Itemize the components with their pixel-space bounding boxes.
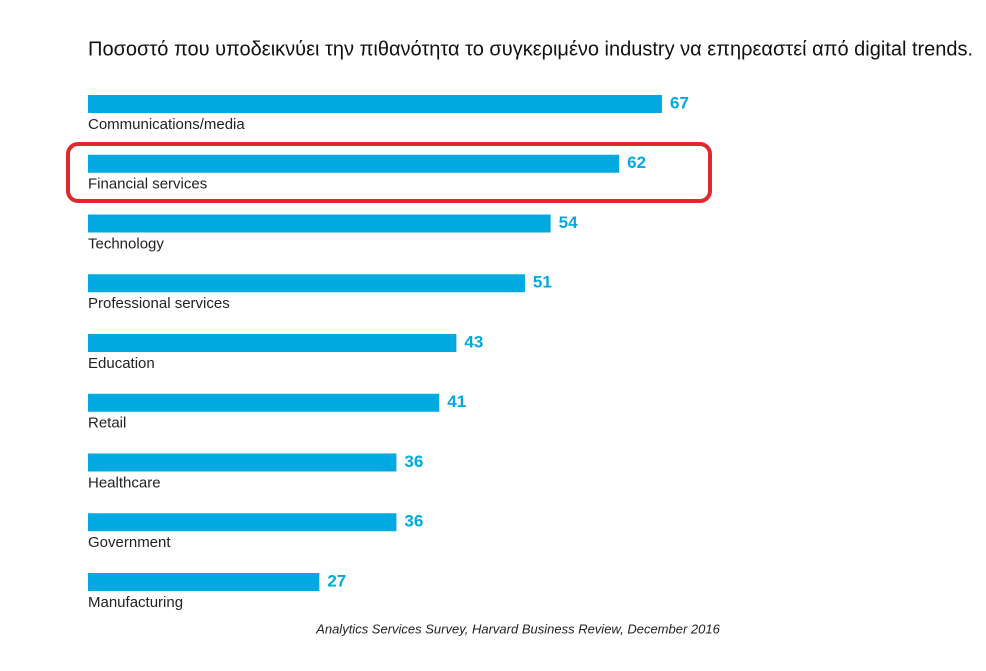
value-label: 43 <box>464 332 483 351</box>
value-label: 54 <box>559 213 578 232</box>
value-label: 62 <box>627 153 646 172</box>
category-label: Retail <box>88 415 126 432</box>
value-label: 51 <box>533 273 552 292</box>
value-label: 67 <box>670 93 689 112</box>
value-label: 36 <box>404 512 423 531</box>
category-label: Professional services <box>88 295 230 312</box>
bar <box>88 154 620 173</box>
source-note: Analytics Services Survey, Harvard Busin… <box>315 621 720 636</box>
bar <box>88 453 397 472</box>
bar <box>88 393 440 412</box>
chart-title: Ποσοστό που υποδεικνύει την πιθανότητα τ… <box>88 38 973 60</box>
value-label: 27 <box>327 571 346 590</box>
category-label: Healthcare <box>88 474 161 491</box>
category-label: Technology <box>88 235 164 252</box>
bar <box>88 334 457 352</box>
category-label: Education <box>88 355 155 372</box>
bar <box>88 214 551 233</box>
value-label: 36 <box>404 452 423 471</box>
bar <box>88 95 662 113</box>
bar <box>88 513 397 532</box>
category-label: Manufacturing <box>88 594 183 611</box>
category-label: Government <box>88 534 171 551</box>
value-label: 41 <box>447 392 466 411</box>
category-label: Communications/media <box>88 116 245 133</box>
bar <box>88 274 525 293</box>
category-label: Financial services <box>88 176 207 193</box>
highlight-box <box>66 142 712 203</box>
bar <box>88 573 320 591</box>
